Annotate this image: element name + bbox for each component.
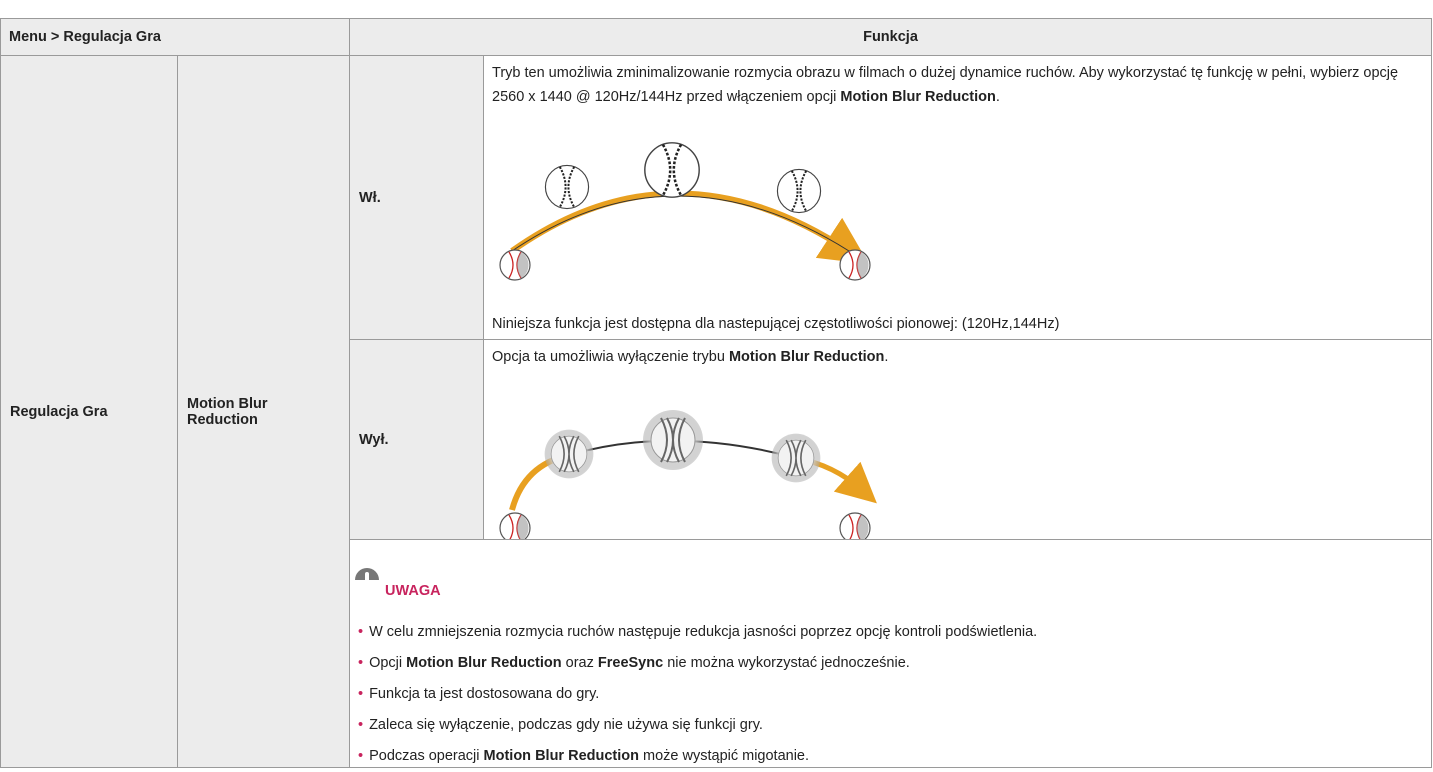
item-cell: Motion Blur Reduction	[177, 55, 350, 768]
option-label: Wł.	[359, 189, 381, 206]
note-item: Podczas operacji Motion Blur Reduction m…	[358, 741, 1037, 772]
text: Funkcja ta jest dostosowana do gry.	[369, 686, 600, 702]
bold-text: Motion Blur Reduction	[728, 349, 885, 365]
option-cell: Wł.	[349, 55, 484, 340]
description: Tryb ten umożliwia zminimalizowanie rozm…	[492, 61, 1411, 109]
menu-cell: Regulacja Gra	[0, 55, 178, 768]
option-label: Wył.	[359, 431, 389, 448]
text: .	[884, 349, 889, 365]
option-desc-cell: Tryb ten umożliwia zminimalizowanie rozm…	[483, 55, 1432, 340]
text: Tryb ten umożliwia zminimalizowanie rozm…	[492, 65, 1399, 105]
text: może wystąpić migotanie.	[638, 748, 810, 764]
text: oraz	[561, 655, 598, 671]
header-function: Funkcja	[863, 29, 918, 45]
item-label: Motion Blur Reduction	[187, 395, 268, 428]
bold-text: Motion Blur Reduction	[840, 89, 996, 105]
note-list: W celu zmniejszenia rozmycia ruchów nast…	[358, 617, 1037, 772]
header-menu: Menu > Regulacja Gra	[9, 29, 161, 45]
bold-text: Motion Blur Reduction	[483, 748, 639, 764]
text: Zaleca się wyłączenie, podczas gdy nie u…	[369, 717, 763, 733]
header-cell: Funkcja	[349, 18, 1432, 56]
text: Opcji	[369, 655, 407, 671]
note-item: Zaleca się wyłączenie, podczas gdy nie u…	[358, 710, 1037, 741]
text: Podczas operacji	[369, 748, 484, 764]
bold-text: FreeSync	[597, 655, 664, 671]
illustration-on	[499, 141, 871, 281]
option-cell: Wył.	[349, 339, 484, 540]
bold-text: Motion Blur Reduction	[406, 655, 562, 671]
note-item: Opcji Motion Blur Reduction oraz FreeSyn…	[358, 648, 1037, 679]
text: Opcja ta umożliwia wyłączenie trybu	[492, 349, 729, 365]
menu-label: Regulacja Gra	[10, 403, 108, 420]
note-item: W celu zmniejszenia rozmycia ruchów nast…	[358, 617, 1037, 648]
text: W celu zmniejszenia rozmycia ruchów nast…	[369, 624, 1038, 640]
note-cell: UWAGA W celu zmniejszenia rozmycia ruchó…	[349, 539, 1432, 768]
note-title: UWAGA	[385, 583, 441, 599]
illustration-off	[499, 409, 877, 539]
header-cell: Menu > Regulacja Gra	[0, 18, 350, 56]
description: Opcja ta umożliwia wyłączenie trybu Moti…	[492, 345, 1411, 369]
option-desc-cell: Opcja ta umożliwia wyłączenie trybu Moti…	[483, 339, 1432, 540]
footnote: Niniejsza funkcja jest dostępna dla nast…	[492, 316, 1060, 332]
note-icon	[355, 568, 379, 580]
note-item: Funkcja ta jest dostosowana do gry.	[358, 679, 1037, 710]
text: nie można wykorzystać jednocześnie.	[663, 655, 910, 671]
text: .	[995, 89, 1000, 105]
